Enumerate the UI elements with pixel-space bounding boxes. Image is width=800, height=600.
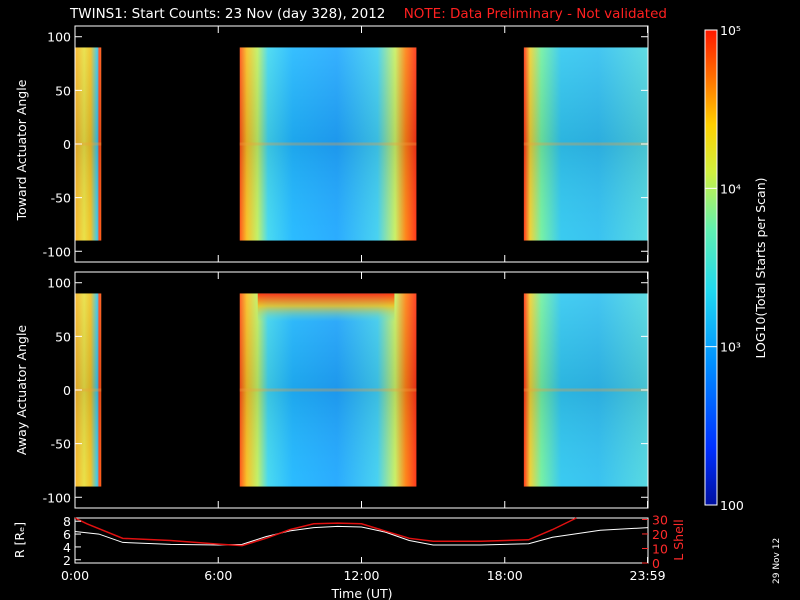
toward-angle-panel: 100 50 0 -50 -100 [43,25,649,263]
heatmap-shading [523,293,648,487]
colorbar: 100 10³ 10⁴ 10⁵ [704,23,744,513]
ytick-left-label: 4 [63,540,71,555]
ytick-label: -50 [51,437,71,452]
ytick-label: 50 [55,329,71,344]
zero-angle-streak [239,142,417,146]
xtick-label: 23:59 [630,568,666,583]
ytick-label: -100 [43,490,71,505]
away-angle-panel: 100 50 0 -50 -100 [43,271,649,509]
xtick-label: 0:00 [61,568,89,583]
colorbar-tick-label: 10⁵ [720,23,741,38]
xtick-label: 12:00 [343,568,379,583]
ytick-label: -50 [51,191,71,206]
ytick-label: 0 [63,137,71,152]
zero-angle-streak [523,142,648,146]
away-angle-ylabel: Away Actuator Angle [14,325,29,456]
zero-angle-streak [75,142,102,146]
ytick-left-label: 2 [63,553,71,568]
zero-angle-streak [75,388,102,392]
ytick-label: -100 [43,244,71,259]
colorbar-tick-label: 100 [720,498,744,513]
heatmap-shading [239,47,417,241]
time-xlabel: Time (UT) [330,586,392,600]
ytick-right-label: 30 [652,512,668,527]
colorbar-tick-label: 10⁴ [720,181,741,196]
ytick-label: 50 [55,83,71,98]
heatmap-shading [239,293,417,487]
high-angle-band [257,293,395,322]
orbit-r-ylabel: R [Rₑ] [12,522,27,558]
ytick-label: 100 [47,276,71,291]
r-series-line [74,525,649,546]
title-text: TWINS1: Start Counts: 23 Nov (day 328), … [70,6,386,22]
plot-title: TWINS1: Start Counts: 23 Nov (day 328), … [70,6,667,22]
zero-angle-streak [523,388,648,392]
ytick-left-label: 8 [63,514,71,529]
ytick-right-label: 20 [652,527,668,542]
zero-angle-streak [239,388,417,392]
ytick-label: 100 [47,30,71,45]
ytick-left-label: 6 [63,527,71,542]
ytick-label: 0 [63,383,71,398]
xtick-label: 18:00 [487,568,523,583]
colorbar-gradient [704,29,718,506]
orbit-lshell-ylabel: L Shell [671,519,686,560]
xtick-label: 6:00 [204,568,232,583]
toward-angle-ylabel: Toward Actuator Angle [14,79,29,221]
ytick-right-label: 10 [652,541,668,556]
lshell-series-line [74,517,577,547]
colorbar-tick-label: 10³ [720,340,741,355]
preliminary-note: NOTE: Data Preliminary - Not validated [403,6,667,22]
colorbar-label: LOG10(Total Starts per Scan) [753,177,768,358]
date-stamp: 29 Nov 12 [772,537,782,584]
ytick-right-label: 0 [652,556,660,571]
heatmap-shading [523,47,648,241]
